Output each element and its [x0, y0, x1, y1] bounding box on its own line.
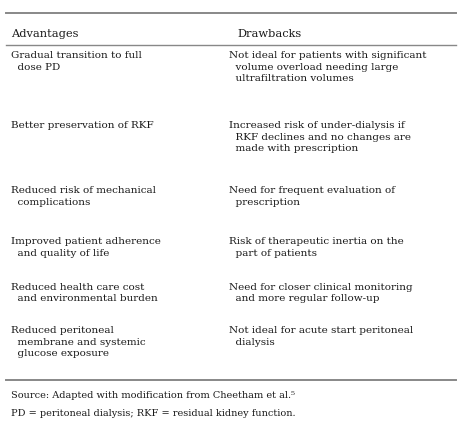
- Text: Gradual transition to full
  dose PD: Gradual transition to full dose PD: [10, 51, 141, 72]
- Text: PD = peritoneal dialysis; RKF = residual kidney function.: PD = peritoneal dialysis; RKF = residual…: [10, 409, 295, 417]
- Text: Reduced health care cost
  and environmental burden: Reduced health care cost and environment…: [10, 282, 157, 302]
- Text: Reduced peritoneal
  membrane and systemic
  glucose exposure: Reduced peritoneal membrane and systemic…: [10, 325, 145, 357]
- Text: Reduced risk of mechanical
  complications: Reduced risk of mechanical complications: [10, 186, 155, 207]
- Text: Source: Adapted with modification from Cheetham et al.⁵: Source: Adapted with modification from C…: [10, 390, 294, 399]
- Text: Need for closer clinical monitoring
  and more regular follow-up: Need for closer clinical monitoring and …: [229, 282, 412, 302]
- Text: Drawbacks: Drawbacks: [238, 29, 302, 39]
- Text: Need for frequent evaluation of
  prescription: Need for frequent evaluation of prescrip…: [229, 186, 395, 207]
- Text: Advantages: Advantages: [10, 29, 78, 39]
- Text: Better preservation of RKF: Better preservation of RKF: [10, 121, 153, 130]
- Text: Improved patient adherence
  and quality of life: Improved patient adherence and quality o…: [10, 236, 160, 257]
- Text: Increased risk of under-dialysis if
  RKF declines and no changes are
  made wit: Increased risk of under-dialysis if RKF …: [229, 121, 410, 153]
- Text: Not ideal for patients with significant
  volume overload needing large
  ultraf: Not ideal for patients with significant …: [229, 51, 426, 83]
- Text: Risk of therapeutic inertia on the
  part of patients: Risk of therapeutic inertia on the part …: [229, 236, 403, 257]
- Text: Not ideal for acute start peritoneal
  dialysis: Not ideal for acute start peritoneal dia…: [229, 325, 413, 346]
